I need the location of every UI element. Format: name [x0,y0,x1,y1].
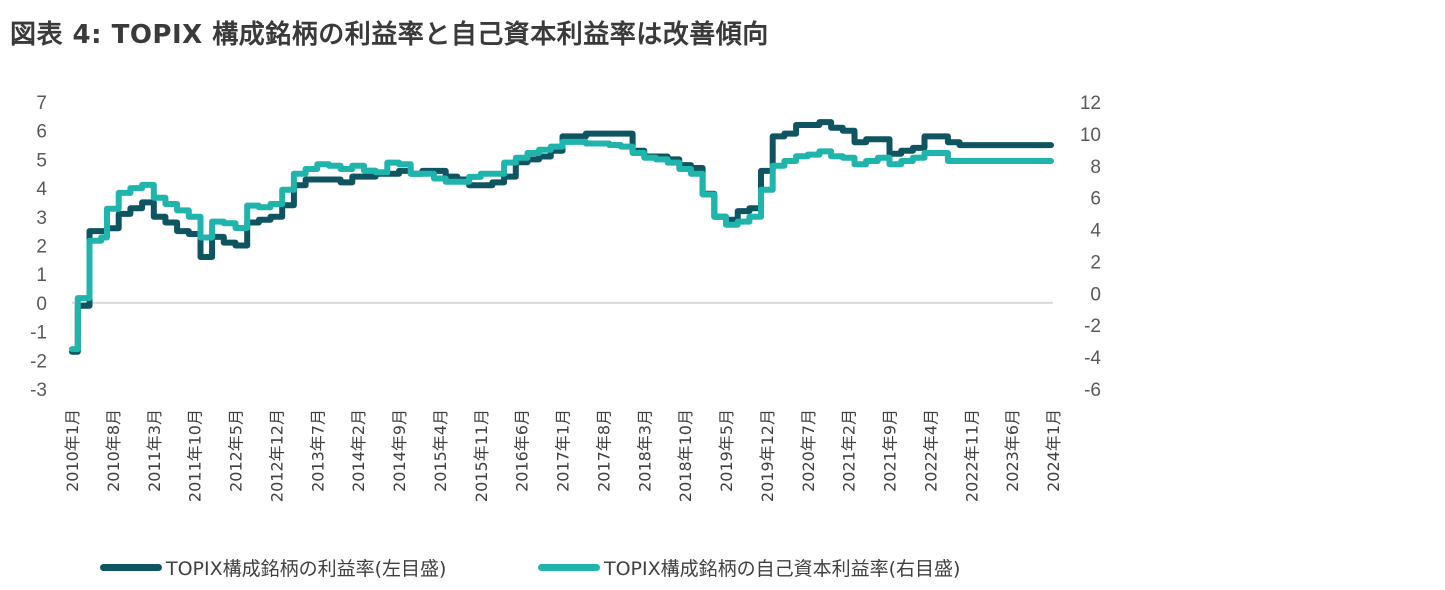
left-axis-tick-label: 3 [36,208,47,229]
chart-title: 図表 4: TOPIX 構成銘柄の利益率と自己資本利益率は改善傾向 [10,20,769,50]
x-axis-tick-label: 2014年9月 [390,409,409,492]
left-axis-tick-label: 1 [36,265,47,286]
x-axis-tick-label: 2010年8月 [104,409,123,492]
x-axis-tick-label: 2024年1月 [1044,409,1063,492]
left-axis-tick-label: -3 [30,380,47,401]
legend-label-series2: TOPIX構成銘柄の自己資本利益率(右目盛) [604,557,961,580]
x-axis-tick-label: 2012年12月 [267,409,286,502]
x-axis-tick-label: 2018年10月 [676,409,695,502]
left-axis-tick-label: -2 [30,351,47,372]
left-axis-tick-label: 6 [36,122,47,143]
right-axis-tick-label: 4 [1090,221,1101,242]
left-axis: -3 -2 -1 0 1 2 3 4 5 6 7 [30,93,47,401]
right-axis-tick-label: 12 [1080,93,1101,114]
x-axis-tick-label: 2015年4月 [431,409,450,492]
right-axis-tick-label: 6 [1090,189,1101,210]
legend-swatch-series2 [538,563,600,571]
left-axis-tick-label: -1 [30,323,47,344]
x-axis-tick-label: 2010年1月 [63,409,82,492]
legend-label-series1: TOPIX構成銘柄の利益率(左目盛) [166,557,447,580]
legend-item-series2: TOPIX構成銘柄の自己資本利益率(右目盛) [538,552,960,582]
left-axis-tick-label: 7 [36,93,47,114]
right-axis-tick-label: 2 [1090,252,1101,273]
right-axis-tick-label: -2 [1084,316,1101,337]
x-axis-tick-label: 2017年1月 [554,409,573,492]
x-axis-tick-label: 2022年11月 [962,409,981,502]
legend-item-series1: TOPIX構成銘柄の利益率(左目盛) [100,552,446,582]
x-axis-tick-label: 2021年2月 [840,409,859,492]
right-axis-tick-label: 10 [1080,125,1101,146]
x-axis-tick-label: 2022年4月 [921,409,940,492]
left-axis-tick-label: 4 [36,179,47,200]
legend-swatch-series1 [100,563,162,571]
x-axis-tick-label: 2016年6月 [513,409,532,492]
x-axis-tick-label: 2017年8月 [594,409,613,492]
x-axis-tick-label: 2011年3月 [145,409,164,492]
right-axis-tick-label: 0 [1090,284,1101,305]
right-axis-tick-label: -6 [1084,380,1101,401]
left-axis-tick-label: 0 [36,294,47,315]
left-axis-tick-label: 5 [36,150,47,171]
x-axis-tick-label: 2021年9月 [881,409,900,492]
x-axis-tick-label: 2020年7月 [799,409,818,492]
x-axis-tick-label: 2014年2月 [349,409,368,492]
right-axis: -6 -4 -2 0 2 4 6 8 10 12 [1080,93,1102,401]
x-axis-tick-label: 2012年5月 [227,409,246,492]
series-line-2 [69,138,1054,353]
series-layer [69,119,1054,355]
x-axis-tick-label: 2019年12月 [758,409,777,502]
x-axis-tick-label: 2011年10月 [186,409,205,502]
x-axis-tick-label: 2023年6月 [1003,409,1022,492]
x-axis-tick-label: 2018年3月 [635,409,654,492]
series-line-1 [69,119,1054,355]
x-axis-tick-label: 2015年11月 [472,409,491,502]
right-axis-tick-label: -4 [1084,348,1101,369]
x-axis-tick-label: 2013年7月 [308,409,327,492]
left-axis-tick-label: 2 [36,237,47,258]
x-axis: 2010年1月 2010年8月 2011年3月 2011年10月 2012年5月 2012… [63,409,1063,502]
x-axis-tick-label: 2019年5月 [717,409,736,492]
right-axis-tick-label: 8 [1090,157,1101,178]
